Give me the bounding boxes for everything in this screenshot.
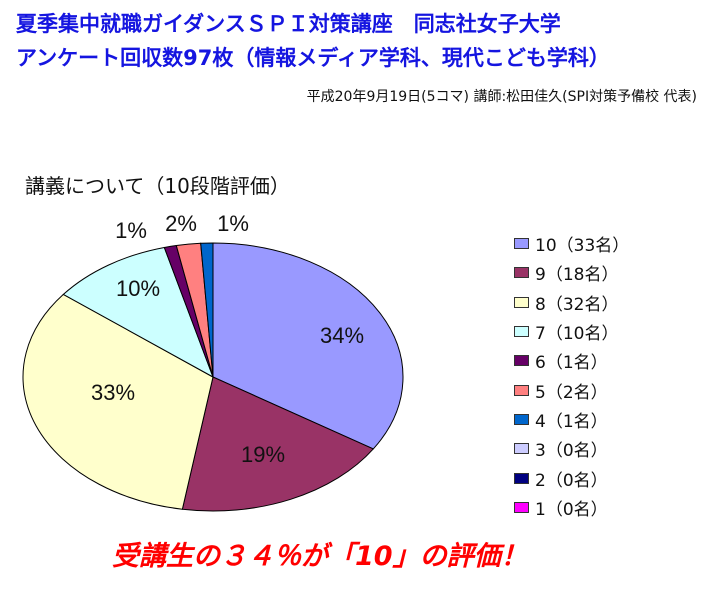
legend-label: 1（0名）	[535, 499, 608, 520]
legend-item: 3（0名）	[514, 434, 629, 463]
legend-label: 9（18名）	[535, 265, 619, 286]
pie-data-label: 1%	[115, 218, 147, 243]
legend-label: 5（2名）	[535, 382, 608, 403]
legend-item: 1（0名）	[514, 493, 629, 522]
legend-item: 4（1名）	[514, 405, 629, 434]
legend-swatch	[514, 238, 529, 250]
legend-swatch	[514, 472, 529, 484]
pie-data-label: 10%	[116, 276, 160, 301]
page-title-line2: アンケート回収数97枚（情報メディア学科、現代こども学科）	[16, 46, 610, 70]
legend-item: 8（32名）	[514, 288, 629, 317]
legend-item: 9（18名）	[514, 258, 629, 287]
pie-slice	[200, 242, 214, 378]
pie-slice	[181, 376, 375, 512]
pie-data-label: 33%	[91, 380, 135, 405]
pie-data-label: 19%	[241, 442, 285, 467]
legend-label: 4（1名）	[535, 411, 608, 432]
pie-slice	[212, 242, 404, 450]
legend-swatch	[514, 413, 529, 425]
conclusion-text: 受講生の３４％が「10」の評価！	[112, 541, 528, 572]
legend-item: 6（1名）	[514, 346, 629, 375]
pie-data-label: 2%	[165, 211, 197, 236]
legend-item: 2（0名）	[514, 463, 629, 492]
legend-item: 5（2名）	[514, 375, 629, 404]
pie-slice	[22, 293, 214, 510]
legend-swatch	[514, 384, 529, 396]
legend-swatch	[514, 267, 529, 279]
page-title-line1: 夏季集中就職ガイダンスＳＰＩ対策講座 同志社女子大学	[16, 12, 561, 36]
legend-swatch	[514, 296, 529, 308]
pie-slice	[62, 246, 214, 379]
lecture-info: 平成20年9月19日(5コマ) 講師:松田佳久(SPI対策予備校 代表)	[306, 89, 697, 105]
pie-data-label: 34%	[320, 323, 364, 348]
legend-swatch	[514, 326, 529, 338]
legend-label: 3（0名）	[535, 441, 608, 462]
legend-swatch	[514, 443, 529, 455]
legend-swatch	[514, 501, 529, 513]
legend-item: 7（10名）	[514, 317, 629, 346]
legend-item: 10（33名）	[514, 229, 629, 258]
chart-legend: 10（33名） 9（18名） 8（32名） 7（10名） 6（1名） 5（2名） 4（1名）…	[514, 229, 629, 522]
legend-label: 10（33名）	[535, 236, 630, 257]
pie-data-label: 1%	[217, 211, 249, 236]
legend-label: 2（0名）	[535, 470, 608, 491]
legend-label: 8（32名）	[535, 294, 619, 315]
legend-swatch	[514, 355, 529, 367]
legend-label: 6（1名）	[535, 353, 608, 374]
legend-label: 7（10名）	[535, 324, 619, 345]
chart-title: 講義について（10段階評価）	[25, 174, 290, 198]
